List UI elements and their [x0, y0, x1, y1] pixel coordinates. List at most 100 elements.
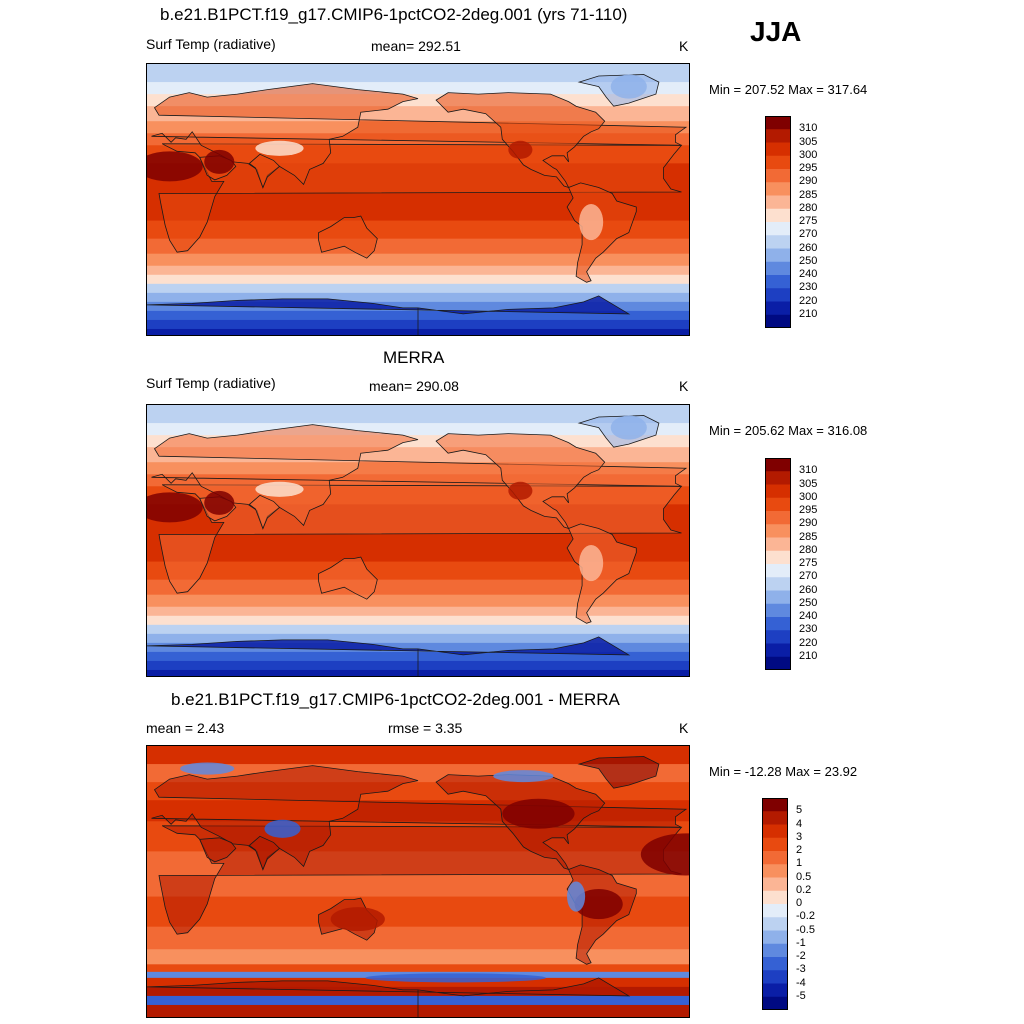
colorbar-swatch	[765, 301, 791, 316]
colorbar-tick-label: -4	[796, 976, 806, 989]
colorbar-tick-label: 230	[799, 623, 818, 636]
colorbar-tick-label: -2	[796, 950, 806, 962]
field-anomaly	[147, 492, 203, 523]
colorbar-tick-label: 275	[799, 557, 818, 569]
continent-outline	[147, 295, 631, 335]
temperature-band	[147, 606, 689, 617]
temperature-band	[147, 633, 689, 644]
colorbar-swatch	[765, 261, 791, 276]
map-field	[147, 746, 689, 1017]
colorbar-tick-label: 4	[796, 817, 803, 830]
colorbar-tick-label: 280	[799, 201, 818, 214]
field-anomaly	[574, 889, 623, 920]
panel1-colorbar: 310 305 300 295 290 285 280 275 270 260 250 240 230 2…	[765, 116, 817, 329]
colorbar-swatch	[765, 116, 791, 130]
colorbar-swatch	[765, 630, 791, 644]
season-label: JJA	[750, 16, 802, 47]
colorbar-tick-label: 250	[799, 596, 818, 609]
colorbar-tick-label: 260	[799, 583, 818, 596]
continent-outline	[199, 837, 237, 863]
panel2-minmax: Min = 205.62 Max = 316.08	[709, 423, 868, 438]
panel3-rmse-label: rmse = 3.35	[388, 720, 463, 736]
panel1-mean-label: mean= 292.51	[371, 38, 461, 54]
continent-outline	[248, 835, 281, 871]
colorbar-tick-label: 3	[796, 830, 803, 843]
colorbar-swatch	[762, 851, 788, 865]
field-anomaly	[204, 149, 235, 174]
continent-outline	[248, 494, 281, 530]
colorbar-swatches	[762, 798, 788, 1011]
temperature-band	[147, 64, 689, 83]
continent-outline	[435, 92, 606, 189]
field-anomaly	[640, 833, 689, 876]
colorbar-tick-label: 210	[799, 649, 818, 662]
colorbar-tick-label: 310	[799, 464, 818, 477]
colorbar-tick-label: 270	[799, 228, 818, 241]
panel1-minmax: Min = 207.52 Max = 317.64	[709, 82, 868, 97]
colorbar-swatch	[765, 511, 791, 525]
colorbar-swatch	[765, 288, 791, 302]
colorbar-tick-label: 270	[799, 570, 818, 583]
colorbar-tick-label: 305	[799, 135, 818, 148]
colorbar-swatch	[765, 564, 791, 578]
panel3-minmax: Min = -12.28 Max = 23.92	[709, 764, 858, 779]
colorbar-tick-label: 295	[799, 162, 818, 174]
temperature-band	[147, 977, 689, 988]
colorbar-swatch	[765, 471, 791, 485]
field-anomaly	[579, 204, 604, 241]
colorbar-tick-label: 220	[799, 636, 818, 649]
temperature-band	[147, 274, 689, 285]
colorbar-tick-label: -0.2	[796, 910, 815, 923]
field-anomaly	[502, 798, 575, 829]
field-anomaly	[508, 481, 533, 500]
colorbar-swatch	[765, 155, 791, 170]
colorbar-tick-label: 310	[799, 122, 818, 135]
colorbar-swatch	[762, 943, 788, 958]
colorbar-tick-label: 5	[796, 804, 803, 817]
panel2-colorbar: 310 305 300 295 290 285 280 275 270 260 250 240 230 2…	[765, 458, 817, 671]
panel2-mean-label: mean= 290.08	[369, 378, 459, 394]
panel1-variable-label: Surf Temp (radiative)	[146, 36, 276, 52]
colorbar-tick-label: 300	[799, 490, 818, 503]
temperature-band	[147, 926, 689, 950]
field-anomaly	[365, 973, 546, 983]
colorbar-swatch	[765, 550, 791, 565]
colorbar-swatch	[765, 497, 791, 512]
continent-outline	[248, 153, 281, 189]
colorbar-tick-label: -1	[796, 936, 806, 949]
temperature-band	[147, 220, 689, 240]
temperature-band	[147, 624, 689, 635]
continent-outline	[147, 636, 631, 676]
continent-outline	[318, 215, 378, 259]
colorbar-swatch	[765, 617, 791, 631]
temperature-band	[147, 405, 689, 424]
colorbar-tick-label: 290	[799, 175, 818, 188]
colorbar-swatch	[762, 996, 788, 1011]
field-anomaly	[180, 762, 235, 775]
colorbar-swatch	[762, 917, 788, 931]
temperature-band	[147, 594, 689, 608]
colorbar-tick-label: 220	[799, 294, 818, 307]
colorbar-tick-label: 295	[799, 504, 818, 516]
continent-outline	[318, 556, 378, 600]
colorbar-swatch	[765, 169, 791, 183]
field-anomaly	[610, 74, 647, 99]
colorbar-tick-label: 285	[799, 530, 818, 543]
temperature-band	[147, 579, 689, 596]
colorbar-tick-label: 1	[796, 857, 803, 870]
colorbar-swatch	[762, 904, 788, 918]
colorbar-swatch	[762, 890, 788, 905]
continent-outline	[151, 424, 688, 530]
continent-outline	[577, 756, 660, 789]
colorbar-swatch	[765, 643, 791, 658]
colorbar-swatch	[765, 275, 791, 289]
panel3-mean-label: mean = 2.43	[146, 720, 225, 736]
temperature-band	[147, 265, 689, 276]
continent-outline	[151, 83, 688, 189]
colorbar-swatch	[765, 577, 791, 591]
colorbar-swatch	[765, 603, 791, 618]
colorbar-swatch	[765, 129, 791, 143]
colorbar-tick-label: 240	[799, 268, 818, 280]
field-anomaly	[493, 770, 554, 783]
colorbar-swatch	[765, 314, 791, 329]
